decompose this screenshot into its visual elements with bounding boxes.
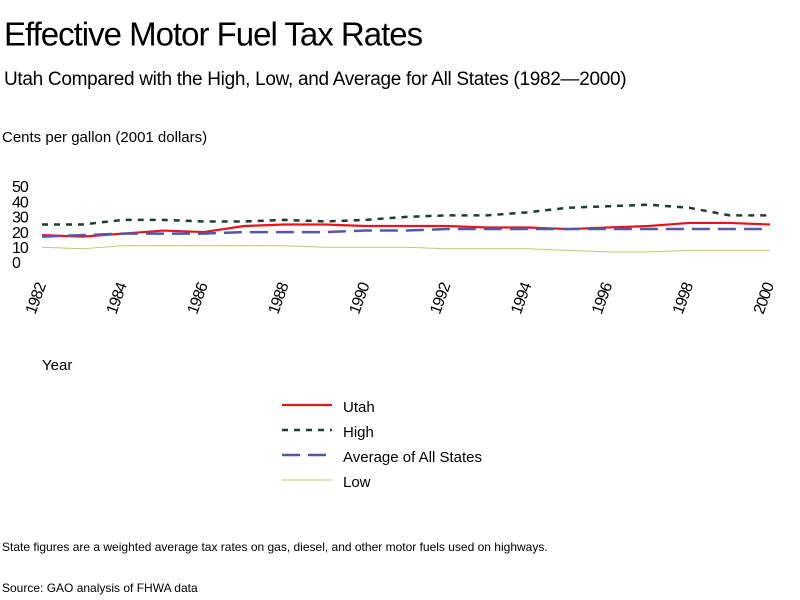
series-line [41,221,771,238]
legend-label: Utah [343,399,375,416]
legend-label: High [343,424,374,441]
x-tick-label: 1982 [23,280,50,317]
x-tick-label: 1992 [427,280,454,317]
y-tick-label: 0 [12,255,21,272]
x-tick-label: 1984 [104,280,131,317]
x-tick-label: 1986 [185,280,212,317]
y-tick-label: 10 [12,240,29,257]
x-tick-label: 1996 [589,280,616,317]
y-tick-label: 50 [12,179,29,196]
x-tick-label: 1998 [670,280,697,317]
x-tick-label: 1994 [508,280,535,317]
legend-label: Average of All States [343,449,482,466]
x-tick-label: 1988 [266,280,293,317]
chart-subtitle: Utah Compared with the High, Low, and Av… [4,69,626,90]
y-tick-label: 20 [12,225,29,242]
series-line [41,245,770,253]
x-tick-label: 1990 [346,280,373,317]
note: State figures are a weighted average tax… [2,540,548,554]
y-tick-label: 40 [12,194,29,211]
source: Source: GAO analysis of FHWA data [2,581,198,595]
x-tick-label: 2000 [751,280,778,317]
y-axis-label: Cents per gallon (2001 dollars) [2,129,207,146]
chart-title: Effective Motor Fuel Tax Rates [4,16,423,53]
series-line [42,203,770,226]
x-axis-label: Year [42,357,72,374]
legend-label: Low [343,474,371,491]
y-tick-label: 30 [12,210,29,227]
series-line [41,227,770,238]
